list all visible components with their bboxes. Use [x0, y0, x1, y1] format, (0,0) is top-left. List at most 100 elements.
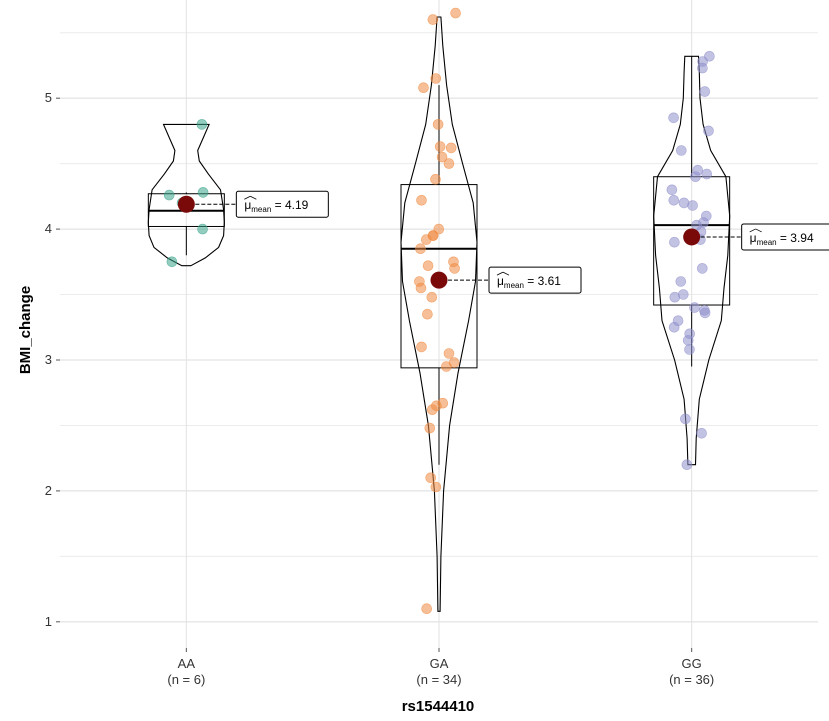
mean-label-value: = 4.19 — [271, 198, 308, 212]
mean-label-subscript: mean — [757, 238, 777, 247]
violin-outline — [653, 55, 731, 466]
mean-label-text: μmean = 4.19 — [244, 198, 308, 214]
data-point — [416, 341, 427, 353]
group-aa: μmean = 4.19 — [147, 119, 329, 268]
data-point — [197, 187, 209, 198]
mean-hat-left — [749, 228, 756, 233]
mean-label-text: μmean = 3.61 — [497, 274, 561, 290]
data-point — [703, 125, 714, 137]
data-point — [696, 263, 708, 274]
data-point — [699, 86, 711, 97]
mean-hat-right — [250, 195, 257, 200]
data-point — [430, 174, 441, 185]
mean-marker — [177, 195, 195, 213]
data-point — [696, 427, 707, 439]
y-axis-ticks: 1 2 3 4 5 — [45, 90, 60, 629]
data-point — [415, 282, 427, 294]
x-tick-label-n: (n = 34) — [416, 672, 461, 687]
data-point — [668, 321, 680, 333]
mean-label-value: = 3.94 — [777, 231, 814, 245]
y-tick-label: 4 — [45, 221, 52, 236]
data-point — [436, 151, 448, 163]
data-point — [430, 481, 442, 493]
mean-label-symbol: μ — [244, 198, 251, 212]
mean-marker — [683, 228, 701, 246]
data-point — [426, 404, 438, 416]
y-axis-title: BMI_change — [17, 286, 34, 374]
data-point — [432, 119, 444, 130]
x-axis-ticks: AA(n = 6) GA(n = 34) GG(n = 36) — [167, 648, 714, 687]
data-point — [426, 291, 438, 303]
box-iqr — [400, 184, 478, 369]
data-point — [445, 142, 457, 154]
data-point — [418, 82, 429, 93]
y-tick-label: 2 — [45, 483, 52, 498]
group-ga: μmean = 3.61 — [400, 7, 582, 615]
mean-label-subscript: mean — [251, 205, 271, 214]
data-point — [675, 276, 687, 287]
data-point — [441, 361, 452, 372]
data-point — [680, 413, 691, 425]
mean-hat-right — [755, 228, 762, 233]
data-point — [449, 263, 460, 274]
mean-hat-left — [244, 195, 251, 200]
data-point — [699, 307, 711, 319]
data-point — [681, 459, 693, 471]
data-point — [701, 168, 713, 180]
data-point — [416, 195, 427, 206]
data-point — [422, 260, 434, 272]
data-point — [675, 145, 687, 156]
data-point — [197, 223, 208, 235]
data-point — [425, 472, 437, 484]
mean-label-value: = 3.61 — [524, 274, 561, 288]
data-point — [420, 234, 432, 245]
data-point — [424, 422, 436, 434]
data-point — [163, 189, 175, 201]
mean-hat-left — [496, 271, 504, 276]
x-tick-label-n: (n = 6) — [167, 672, 205, 687]
data-point — [427, 14, 439, 25]
data-point — [443, 348, 455, 359]
y-tick-label: 1 — [45, 614, 52, 629]
data-point — [697, 62, 708, 74]
mean-label-box — [741, 223, 829, 251]
mean-label-box — [235, 190, 329, 218]
data-point — [669, 236, 680, 248]
mean-marker — [430, 271, 448, 289]
data-point — [196, 119, 208, 130]
data-point — [666, 184, 678, 196]
data-point — [421, 603, 433, 615]
x-tick-label-category: GA — [430, 656, 449, 671]
x-tick-label-category: AA — [178, 656, 196, 671]
data-point — [443, 158, 455, 169]
data-point — [669, 291, 681, 303]
y-tick-label: 5 — [45, 90, 52, 105]
x-tick-label-n: (n = 36) — [669, 672, 714, 687]
data-point — [684, 344, 695, 355]
data-point — [668, 195, 680, 206]
data-point — [166, 256, 178, 268]
x-tick-label-category: GG — [682, 656, 702, 671]
x-axis-title: rs1544410 — [402, 698, 475, 715]
data-point — [422, 308, 433, 320]
data-point — [450, 7, 461, 19]
data-point — [668, 112, 679, 124]
mean-label-box — [488, 266, 582, 294]
mean-label-symbol: μ — [750, 231, 757, 245]
data-point — [687, 200, 698, 211]
data-point — [430, 73, 442, 84]
data-point — [434, 141, 446, 152]
group-gg: μmean = 3.94 — [653, 50, 829, 471]
mean-label-subscript: mean — [504, 281, 524, 290]
data-point — [689, 302, 700, 313]
data-point — [690, 171, 701, 182]
data-point — [415, 243, 426, 254]
data-point — [682, 335, 694, 346]
y-tick-label: 3 — [45, 352, 52, 367]
mean-label-symbol: μ — [497, 274, 504, 288]
mean-hat-right — [502, 271, 510, 276]
mean-label-text: μmean = 3.94 — [750, 231, 814, 247]
